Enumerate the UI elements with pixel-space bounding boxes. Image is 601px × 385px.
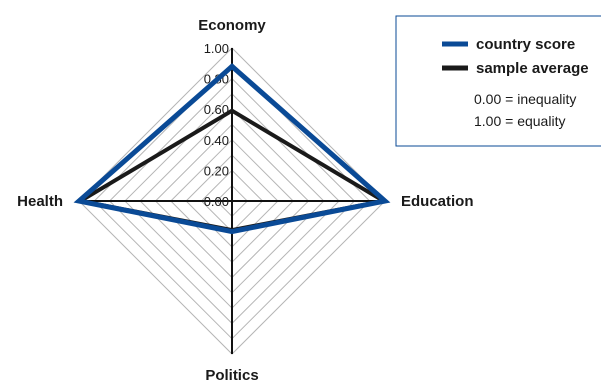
tick-label: 1.00	[204, 41, 229, 56]
legend-label-sample-average: sample average	[476, 60, 589, 77]
axis-label-politics: Politics	[205, 367, 258, 380]
series-country-score	[73, 63, 391, 235]
axis-label-economy: Economy	[198, 17, 266, 34]
tick-label: 0.60	[204, 102, 229, 117]
legend-note-inequality: 0.00 = inequality	[474, 91, 576, 107]
axis-label-health: Health	[17, 193, 63, 210]
tick-label: 0.20	[204, 163, 229, 178]
radar-axes	[79, 48, 385, 354]
legend-note-equality: 1.00 = equality	[474, 113, 565, 129]
tick-label: 0.40	[204, 133, 229, 148]
legend-box	[395, 15, 601, 147]
tick-label: 0.00	[204, 194, 229, 209]
legend-label-country-score: country score	[476, 36, 575, 53]
legend: country score sample average 0.00 = ineq…	[395, 15, 601, 147]
axis-label-education: Education	[401, 193, 474, 210]
radar-series	[73, 63, 391, 235]
